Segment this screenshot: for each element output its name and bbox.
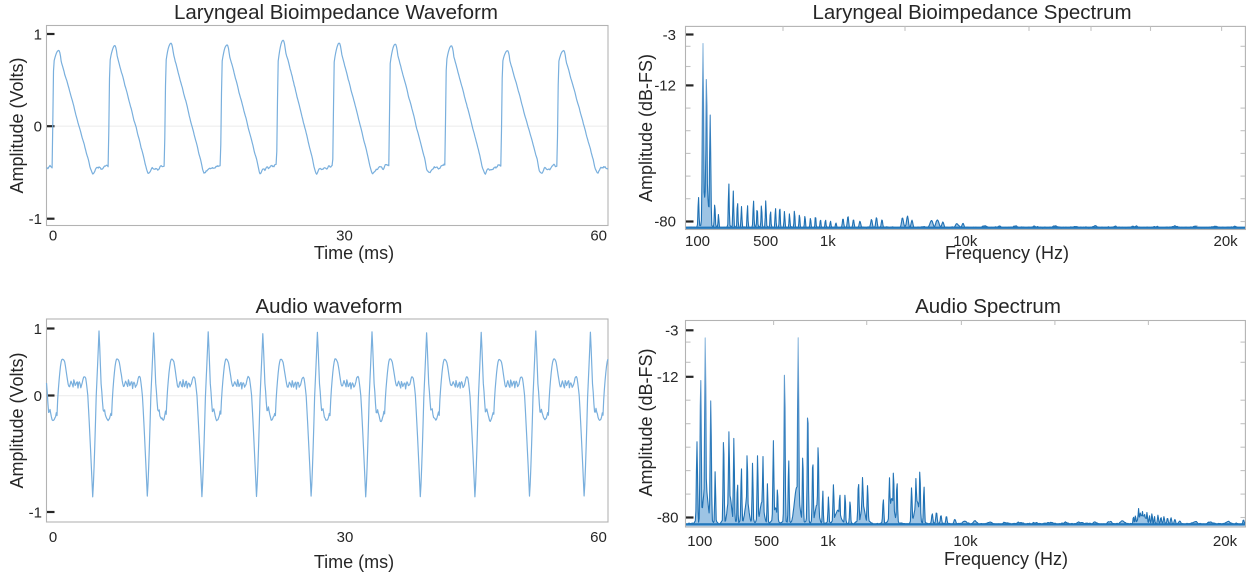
svg-text:500: 500 (753, 233, 778, 250)
svg-text:Laryngeal Bioimpedance Wavefor: Laryngeal Bioimpedance Waveform (174, 1, 498, 24)
svg-text:Amplitude (dB-FS): Amplitude (dB-FS) (636, 348, 656, 496)
svg-text:-80: -80 (657, 510, 679, 527)
svg-text:Frequency (Hz): Frequency (Hz) (944, 549, 1068, 569)
svg-text:100: 100 (687, 533, 712, 550)
svg-text:20k: 20k (1213, 533, 1238, 550)
svg-text:Amplitude (dB-FS): Amplitude (dB-FS) (636, 54, 656, 202)
svg-text:60: 60 (590, 228, 607, 245)
svg-text:Amplitude (Volts): Amplitude (Volts) (7, 57, 27, 193)
svg-text:1: 1 (34, 27, 42, 44)
svg-text:-12: -12 (654, 78, 676, 95)
svg-text:100: 100 (685, 233, 710, 250)
svg-text:-3: -3 (663, 27, 676, 44)
svg-text:-1: -1 (29, 505, 42, 522)
svg-text:Audio Spectrum: Audio Spectrum (915, 295, 1061, 318)
svg-text:-80: -80 (654, 214, 676, 231)
svg-text:0: 0 (49, 228, 57, 245)
svg-text:Laryngeal Bioimpedance Spectru: Laryngeal Bioimpedance Spectrum (812, 1, 1131, 24)
svg-text:Time (ms): Time (ms) (314, 243, 394, 263)
svg-text:0: 0 (34, 119, 42, 136)
svg-text:-12: -12 (657, 369, 679, 386)
svg-text:30: 30 (337, 529, 354, 546)
svg-text:1k: 1k (820, 233, 836, 250)
svg-text:Audio waveform: Audio waveform (256, 295, 403, 318)
svg-text:500: 500 (754, 533, 779, 550)
svg-text:10k: 10k (953, 233, 978, 250)
svg-text:Frequency (Hz): Frequency (Hz) (945, 243, 1069, 263)
svg-text:Time (ms): Time (ms) (314, 552, 394, 572)
svg-text:-1: -1 (29, 211, 42, 228)
svg-text:1: 1 (34, 321, 42, 338)
svg-text:60: 60 (590, 529, 607, 546)
svg-text:20k: 20k (1214, 233, 1239, 250)
svg-text:30: 30 (336, 228, 353, 245)
svg-text:1k: 1k (820, 533, 836, 550)
svg-text:0: 0 (34, 388, 42, 405)
svg-text:Amplitude (Volts): Amplitude (Volts) (7, 352, 27, 488)
svg-text:10k: 10k (953, 533, 978, 550)
svg-text:-3: -3 (665, 323, 678, 340)
svg-text:0: 0 (49, 529, 57, 546)
